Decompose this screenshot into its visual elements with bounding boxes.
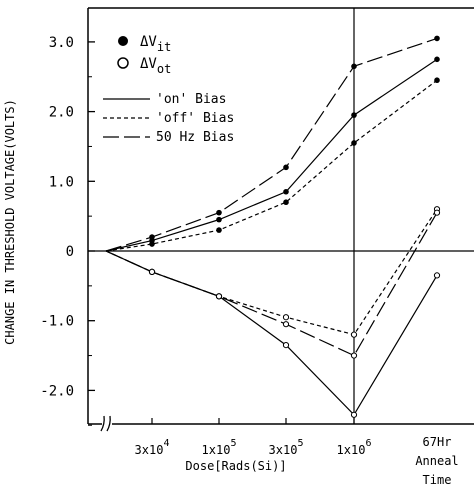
legend-line-label: 'on' Bias <box>156 92 226 107</box>
y-tick-label: 3.0 <box>49 35 74 51</box>
legend-line-label: 50 Hz Bias <box>156 130 234 145</box>
x-axis-title: Dose[Rads(Si)] <box>185 459 286 473</box>
anneal-time-label: Anneal <box>415 454 458 468</box>
axis-break-mark <box>100 415 112 432</box>
data-point-dvit <box>434 77 440 84</box>
y-axis-title-group: CHANGE IN THRESHOLD VOLTAGE(VOLTS) <box>3 99 17 345</box>
axis-break-stroke <box>100 415 105 432</box>
y-axis-title: CHANGE IN THRESHOLD VOLTAGE(VOLTS) <box>3 99 17 345</box>
x-tick-label: 1x105 <box>202 438 237 457</box>
y-tick-label: 0 <box>66 244 74 260</box>
legend-marker-label: ΔVot <box>140 56 171 76</box>
y-tick-label: -2.0 <box>40 383 74 399</box>
y-tick-label: 1.0 <box>49 174 74 190</box>
data-point-dvit <box>283 164 289 171</box>
data-point-dvot <box>350 331 358 338</box>
plot-frame <box>87 7 474 432</box>
y-tick-label: 2.0 <box>49 105 74 121</box>
series-line-50hz-dvit <box>105 37 438 252</box>
series-line-off-dvot <box>105 208 438 336</box>
data-point-dvot <box>148 268 156 276</box>
data-point-dvit <box>351 63 357 70</box>
x-tick-label: 3x104 <box>135 438 170 457</box>
series-line-on-dvit <box>105 58 438 252</box>
data-series <box>105 35 441 418</box>
data-point-dvot <box>350 352 358 359</box>
data-point-dvit <box>351 112 357 118</box>
data-point-dvit <box>216 209 222 216</box>
y-tick-label: -1.0 <box>40 314 74 330</box>
data-point-dvot <box>215 293 223 300</box>
data-point-dvit <box>351 140 357 146</box>
series-line-on-dvot <box>105 250 438 416</box>
axis-break-gap <box>102 416 112 432</box>
axis-break-stroke <box>106 415 111 432</box>
y-ticks: 3.0 2.0 1.0 0 -1.0 -2.0 <box>40 35 95 426</box>
legend-marker-filled <box>118 36 128 46</box>
data-point-dvot <box>433 209 441 216</box>
data-point-dvot <box>433 272 441 279</box>
data-point-dvot <box>282 321 290 328</box>
series-line-off-dvit <box>105 79 438 252</box>
legend-line-label: 'off' Bias <box>156 111 234 126</box>
data-point-dvit <box>216 216 222 223</box>
legend-marker-label: ΔVit <box>140 34 171 54</box>
data-point-dvit <box>283 188 289 195</box>
data-point-dvit <box>434 56 440 63</box>
x-tick-label: 1x106 <box>337 438 372 457</box>
x-ticks: 3x104 1x105 3x105 1x106 67Hr Anneal Time <box>135 418 459 487</box>
data-point-dvot <box>282 314 290 321</box>
data-point-dvit <box>434 35 440 42</box>
anneal-time-label: Time <box>423 473 452 487</box>
data-point-dvit <box>216 227 222 233</box>
data-point-dvot <box>282 341 290 349</box>
data-point-dvit <box>149 241 155 247</box>
x-tick-label: 3x105 <box>269 438 304 457</box>
legend-marker-open <box>117 57 129 69</box>
data-point-dvit <box>283 199 289 206</box>
anneal-time-label: 67Hr <box>423 435 452 449</box>
data-point-dvot <box>350 411 358 418</box>
